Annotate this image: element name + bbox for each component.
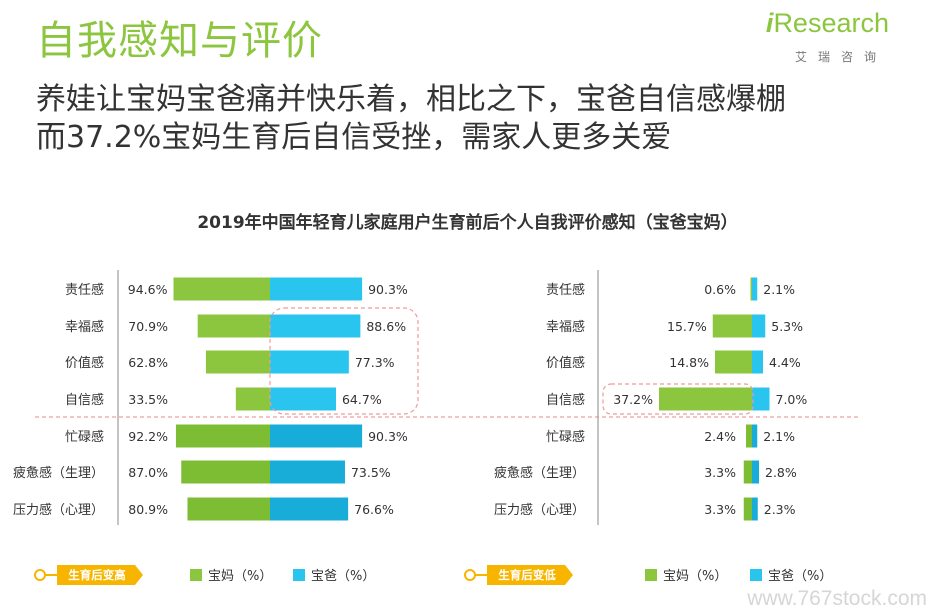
category-label-down: 忙碌感 xyxy=(546,429,585,445)
legend-tag-marker-up xyxy=(34,569,46,581)
bar-dad-down xyxy=(752,424,758,448)
legend-label-mom-down: 宝妈（%） xyxy=(663,569,727,584)
category-label-down: 价值感 xyxy=(546,355,585,371)
chart-title: 2019年中国年轻育儿家庭用户生育前后个人自我评价感知（宝爸宝妈） xyxy=(197,213,738,233)
data-label-dad-down: 4.4% xyxy=(769,355,801,370)
legend-tag-label-up: 生育后变高 xyxy=(68,568,126,582)
legend-swatch-dad-up xyxy=(293,569,305,581)
bar-mom-down xyxy=(659,387,752,411)
data-label-dad-up: 88.6% xyxy=(366,319,406,334)
bar-mom-down xyxy=(712,314,752,338)
data-label-dad-down: 2.1% xyxy=(763,282,795,297)
bar-dad-up xyxy=(270,277,363,301)
legend-label-dad-up: 宝爸（%） xyxy=(311,569,375,584)
data-label-dad-up: 90.3% xyxy=(368,282,408,297)
data-label-mom-down: 37.2% xyxy=(613,392,653,407)
category-label-down: 责任感 xyxy=(546,282,585,298)
bar-mom-up xyxy=(197,314,270,338)
category-label-up: 责任感 xyxy=(65,282,104,298)
data-label-mom-up: 87.0% xyxy=(128,465,168,480)
data-label-mom-down: 2.4% xyxy=(704,429,736,444)
bar-dad-down xyxy=(752,314,766,338)
data-label-mom-up: 92.2% xyxy=(128,429,168,444)
legend-swatch-dad-down xyxy=(750,569,762,581)
legend-tag-badge-down xyxy=(487,565,573,585)
data-label-dad-down: 2.1% xyxy=(763,429,795,444)
legend-tag-marker-down xyxy=(464,569,476,581)
data-label-dad-down: 5.3% xyxy=(771,319,803,334)
highlight-box-mom-confidence xyxy=(602,383,754,415)
bar-mom-down xyxy=(746,424,752,448)
bar-dad-down xyxy=(752,460,759,484)
bar-dad-up xyxy=(270,497,349,521)
bar-mom-up xyxy=(181,460,270,484)
brand-prefix: i xyxy=(765,8,774,38)
bar-mom-down xyxy=(743,460,752,484)
page-subtitle-line-1: 养娃让宝妈宝爸痛并快乐着，相比之下，宝爸自信感爆棚 xyxy=(36,82,786,117)
category-label-up: 幸福感 xyxy=(65,319,104,335)
data-label-mom-down: 15.7% xyxy=(667,319,707,334)
category-label-down: 压力感（心理） xyxy=(494,502,585,518)
bar-dad-up xyxy=(270,350,349,374)
data-label-mom-down: 3.3% xyxy=(704,465,736,480)
bar-dad-up xyxy=(270,387,336,411)
category-label-up: 自信感 xyxy=(65,392,104,408)
legend-swatch-mom-up xyxy=(190,569,202,581)
data-label-dad-up: 90.3% xyxy=(368,429,408,444)
data-label-mom-up: 62.8% xyxy=(128,355,168,370)
bar-dad-down xyxy=(752,350,763,374)
bar-mom-up xyxy=(205,350,270,374)
page-title: 自我感知与评价 xyxy=(36,18,323,64)
bar-mom-down xyxy=(743,497,752,521)
data-label-mom-up: 33.5% xyxy=(128,392,168,407)
bar-mom-down xyxy=(750,277,752,301)
data-label-mom-down: 3.3% xyxy=(704,502,736,517)
bar-dad-down xyxy=(752,387,770,411)
data-label-dad-down: 2.3% xyxy=(764,502,796,517)
brand-name: Research xyxy=(773,8,889,38)
category-label-up: 疲惫感（生理） xyxy=(13,465,104,481)
data-label-mom-up: 94.6% xyxy=(128,282,168,297)
bar-dad-up xyxy=(270,314,361,338)
data-label-dad-up: 73.5% xyxy=(351,465,391,480)
data-label-dad-up: 76.6% xyxy=(354,502,394,517)
brand-logo: iResearch xyxy=(766,8,889,39)
bar-mom-up xyxy=(175,424,270,448)
data-label-dad-up: 77.3% xyxy=(355,355,395,370)
highlight-box-dad-increase xyxy=(269,307,419,415)
data-label-dad-up: 64.7% xyxy=(342,392,382,407)
legend-label-mom-up: 宝妈（%） xyxy=(208,569,272,584)
data-label-mom-down: 14.8% xyxy=(669,355,709,370)
bar-mom-up xyxy=(187,497,270,521)
category-label-up: 忙碌感 xyxy=(65,429,104,445)
data-label-dad-down: 7.0% xyxy=(776,392,808,407)
brand-name-cn: 艾瑞咨询 xyxy=(794,50,887,64)
legend-swatch-mom-down xyxy=(645,569,657,581)
legend-tag-label-down: 生育后变低 xyxy=(498,568,556,582)
data-label-mom-down: 0.6% xyxy=(704,282,736,297)
page-subtitle-line-2: 而37.2%宝妈生育后自信受挫，需家人更多关爱 xyxy=(36,120,672,155)
bar-dad-up xyxy=(270,460,345,484)
watermark: www.767stock.com xyxy=(747,587,927,610)
bar-dad-down xyxy=(752,277,758,301)
bar-dad-up xyxy=(270,424,363,448)
bar-mom-up xyxy=(173,277,270,301)
legend-tag-badge-up xyxy=(57,565,143,585)
data-label-dad-down: 2.8% xyxy=(765,465,797,480)
data-label-mom-up: 70.9% xyxy=(128,319,168,334)
category-label-down: 疲惫感（生理） xyxy=(494,465,585,481)
bar-mom-up xyxy=(235,387,270,411)
category-label-down: 幸福感 xyxy=(546,319,585,335)
bar-mom-down xyxy=(715,350,752,374)
legend-label-dad-down: 宝爸（%） xyxy=(768,569,832,584)
category-label-up: 价值感 xyxy=(65,355,104,371)
data-label-mom-up: 80.9% xyxy=(128,502,168,517)
category-label-down: 自信感 xyxy=(546,392,585,408)
bar-dad-down xyxy=(752,497,758,521)
category-label-up: 压力感（心理） xyxy=(13,502,104,518)
